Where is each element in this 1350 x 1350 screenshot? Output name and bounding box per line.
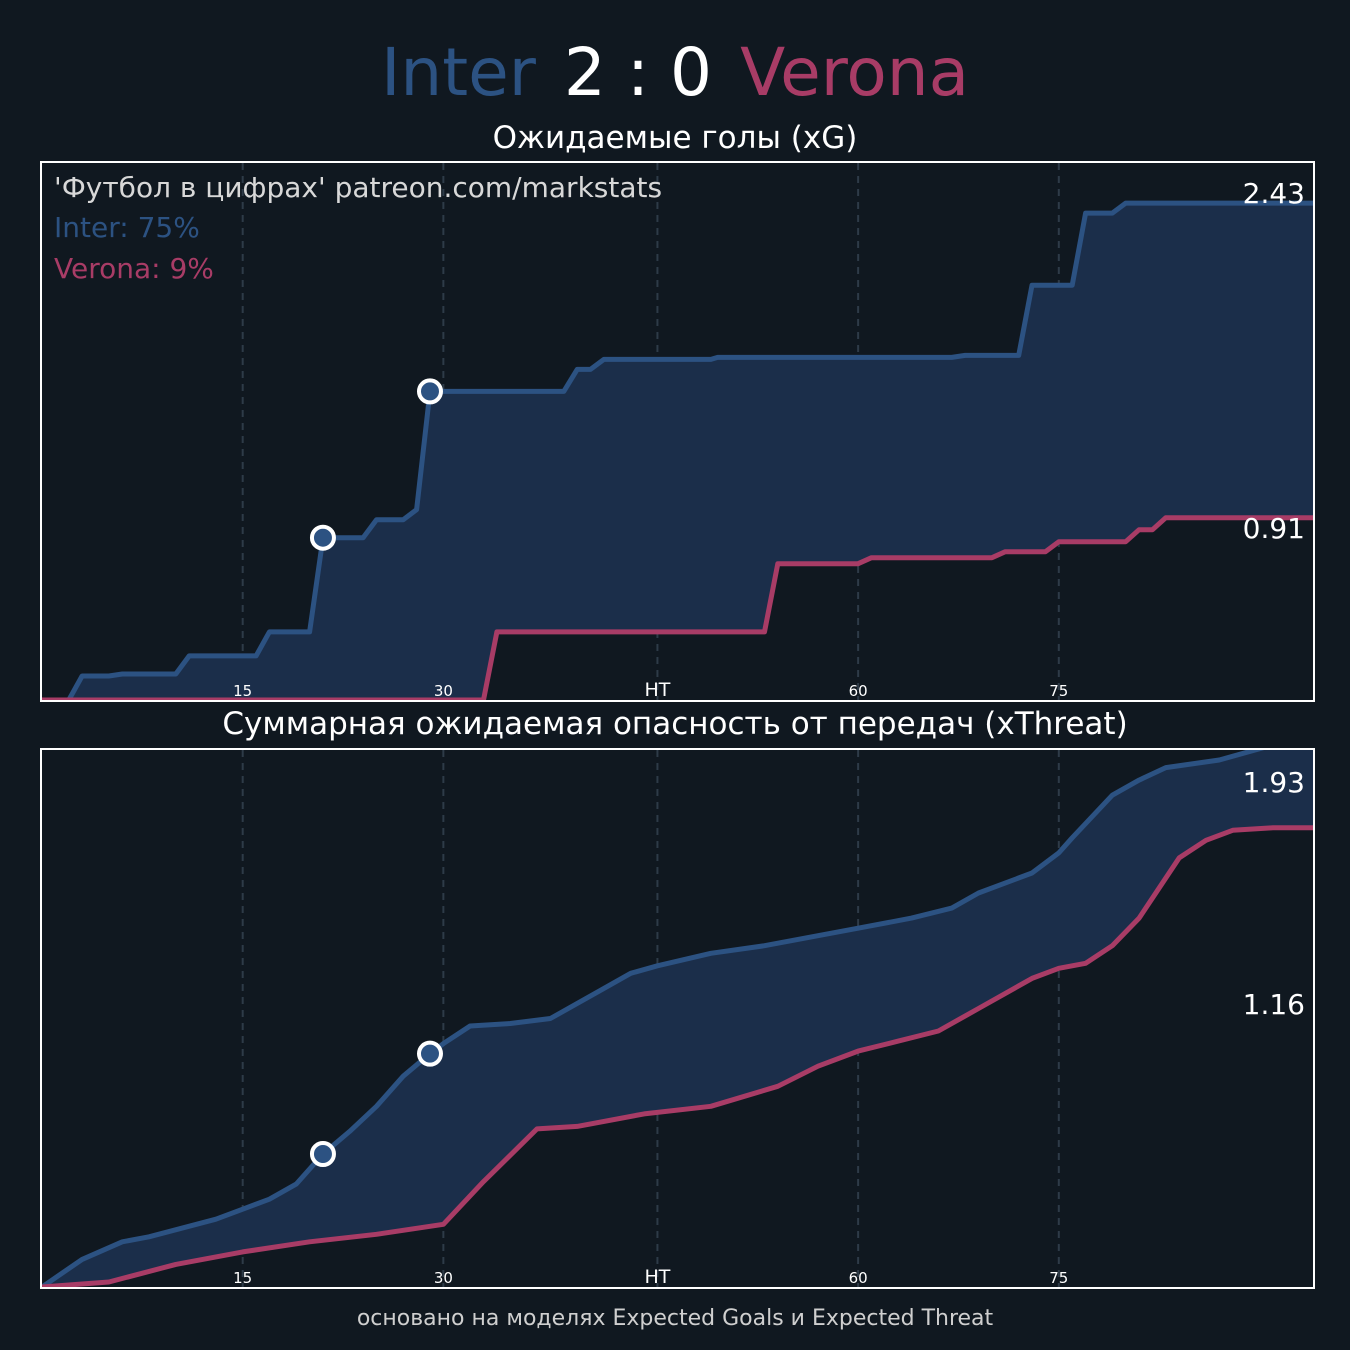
- xg-final-home-value: 2.43: [1242, 177, 1305, 210]
- xthreat-chart-panel: 15 30 HT 60 75 1.93 1.16: [40, 748, 1315, 1289]
- xg-tick-label: 60: [849, 682, 868, 700]
- xg-tick-label: HT: [644, 679, 670, 700]
- xg-final-away-value: 0.91: [1242, 512, 1305, 545]
- credit-text: 'Футбол в цифрах' patreon.com/markstats: [54, 171, 663, 204]
- xg-tick-label: 75: [1049, 682, 1068, 700]
- xthreat-chart: 15 30 HT 60 75: [42, 750, 1313, 1287]
- footer-note: основано на моделях Expected Goals и Exp…: [356, 1306, 994, 1331]
- xthreat-chart-title: Суммарная ожидаемая опасность от передач…: [222, 706, 1128, 742]
- xthreat-final-away-value: 1.16: [1242, 988, 1305, 1021]
- xg-chart-panel: 15 30 HT 60 75 'Футбол в цифрах' patreon.com…: [40, 161, 1315, 702]
- xthreat-tick-label: HT: [644, 1266, 670, 1287]
- xg-tick-label: 15: [233, 682, 252, 700]
- xthreat-tick-label: 60: [849, 1269, 868, 1287]
- legend-home-win-probability: Inter: 75%: [54, 211, 200, 244]
- xthreat-tick-label: 15: [233, 1269, 252, 1287]
- match-header: Inter 2 : 0 Verona: [0, 28, 1350, 118]
- xg-tick-label: 30: [434, 682, 453, 700]
- away-team-name: Verona: [740, 34, 970, 111]
- xthreat-tick-label: 30: [434, 1269, 453, 1287]
- home-team-name: Inter: [380, 34, 536, 111]
- xthreat-final-home-value: 1.93: [1242, 766, 1305, 799]
- xthreat-tick-label: 75: [1049, 1269, 1068, 1287]
- xg-chart-title: Ожидаемые голы (xG): [492, 120, 858, 156]
- match-score: 2 : 0: [563, 34, 713, 111]
- legend-away-win-probability: Verona: 9%: [54, 252, 214, 285]
- xg-chart: 15 30 HT 60 75: [42, 163, 1313, 700]
